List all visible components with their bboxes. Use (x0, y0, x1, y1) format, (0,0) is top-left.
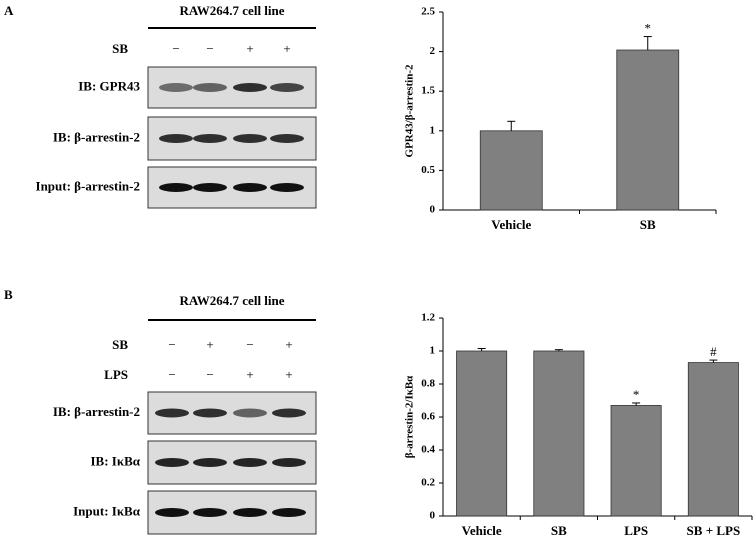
treatment-label: LPS (104, 367, 128, 382)
y-tick-label: 2.5 (421, 6, 435, 18)
bar (533, 350, 585, 517)
y-axis-label: GPR43/β-arrestin-2 (404, 64, 416, 157)
blot-band (159, 134, 193, 143)
bar (687, 362, 739, 517)
band-label: IB: GPR43 (78, 78, 140, 93)
treatment-sign: − (206, 41, 213, 56)
blot-band (155, 408, 189, 418)
bar (479, 130, 543, 211)
panel-letter: B (4, 287, 13, 302)
treatment-sign: − (168, 337, 175, 352)
blot-band (270, 83, 304, 92)
blot-band (155, 508, 189, 517)
y-tick-label: 0.8 (421, 378, 435, 390)
blot-band (193, 508, 227, 517)
panel-letter: A (4, 3, 14, 18)
y-tick-label: 1.2 (421, 312, 435, 324)
error-bar (632, 402, 641, 406)
blot-band (233, 508, 267, 517)
treatment-sign: + (246, 41, 253, 56)
significance-marker: * (645, 21, 652, 36)
treatment-label: SB (112, 41, 128, 56)
x-tick-label: LPS (624, 523, 648, 538)
y-tick-label: 2 (430, 45, 436, 57)
significance-marker: # (710, 344, 717, 359)
band-label: IB: β-arrestin-2 (53, 404, 140, 419)
treatment-sign: − (206, 367, 213, 382)
y-tick-label: 0.6 (421, 411, 435, 423)
y-tick-label: 1 (430, 345, 436, 357)
band-label: Input: IκBα (73, 503, 141, 518)
blot-band (272, 458, 306, 467)
blot-band (233, 134, 267, 143)
blot-band (233, 83, 267, 92)
blot-band (270, 134, 304, 143)
blot-band (233, 408, 267, 418)
blot-band (193, 408, 227, 418)
error-bar (643, 36, 652, 51)
treatment-label: SB (112, 337, 128, 352)
error-bar (507, 120, 516, 131)
y-tick-label: 0 (430, 510, 436, 522)
bar (616, 49, 680, 211)
bar (610, 405, 662, 517)
error-bar (477, 348, 486, 351)
treatment-sign: − (246, 337, 253, 352)
blot-band (272, 408, 306, 418)
y-tick-label: 1 (430, 124, 436, 136)
y-axis-label: β-arrestin-2/IκBα (404, 375, 416, 458)
blot-band (193, 134, 227, 143)
treatment-sign: + (206, 337, 213, 352)
treatment-sign: + (246, 367, 253, 382)
blot-title: RAW264.7 cell line (179, 3, 284, 18)
treatment-sign: + (283, 41, 290, 56)
band-label: IB: IκBα (90, 453, 140, 468)
blot-title: RAW264.7 cell line (179, 293, 284, 308)
blot-band (233, 458, 267, 467)
x-tick-label: Vehicle (462, 523, 502, 538)
blot-band (193, 458, 227, 467)
y-tick-label: 0.2 (421, 477, 435, 489)
x-tick-label: SB (640, 217, 656, 232)
treatment-sign: − (168, 367, 175, 382)
y-tick-label: 0.5 (421, 164, 435, 176)
treatment-sign: + (285, 337, 292, 352)
y-tick-label: 1.5 (421, 85, 435, 97)
treatment-sign: − (172, 41, 179, 56)
blot-band (159, 83, 193, 92)
blot-band (272, 508, 306, 517)
blot-band (193, 183, 227, 192)
error-bar (709, 359, 718, 363)
significance-marker: * (633, 387, 640, 402)
blot-band (155, 458, 189, 467)
bar (456, 350, 508, 517)
blot-band (193, 83, 227, 92)
error-bar (554, 349, 563, 351)
x-tick-label: SB + LPS (687, 523, 741, 538)
band-label: IB: β-arrestin-2 (53, 129, 140, 144)
band-label: Input: β-arrestin-2 (36, 178, 140, 193)
blot-band (233, 183, 267, 192)
x-tick-label: SB (551, 523, 567, 538)
treatment-sign: + (285, 367, 292, 382)
y-tick-label: 0 (430, 204, 436, 216)
blot-band (270, 183, 304, 192)
blot-band (159, 183, 193, 192)
x-tick-label: Vehicle (491, 217, 531, 232)
y-tick-label: 0.4 (421, 444, 435, 456)
